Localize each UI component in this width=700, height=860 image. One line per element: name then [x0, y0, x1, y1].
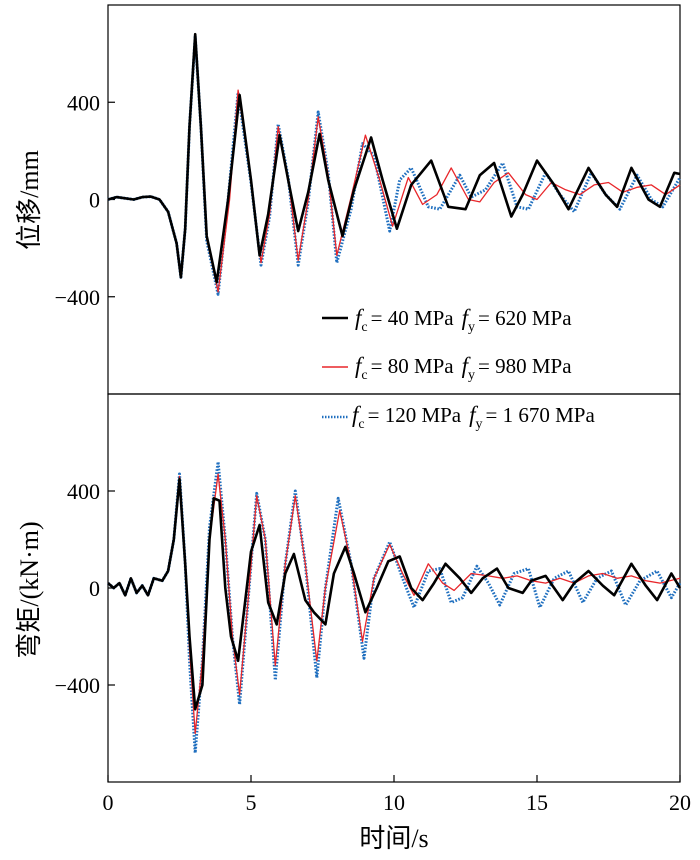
y-tick-label-moment: 400 [67, 479, 100, 504]
x-ticks: 0 5 10 15 20 [103, 775, 691, 815]
x-axis-label: 时间/s [359, 824, 428, 853]
series-line-moment-3 [107, 460, 682, 755]
legend-item-2: fc = 80 MPa fy = 980 MPa [322, 353, 572, 383]
legend-2-val1: = 80 MPa [371, 354, 455, 378]
x-tick-label: 0 [103, 790, 114, 815]
legend-item-3: fc = 120 MPa fy = 1 670 MPa [322, 402, 595, 432]
series-line-moment-1 [107, 477, 682, 711]
legend-2-f1: f [355, 353, 365, 378]
legend-1-f1: f [355, 305, 365, 330]
legend-3-sub2: y [476, 417, 483, 432]
y-tick-label-moment: −400 [55, 673, 100, 698]
legend-3-f2: f [469, 402, 479, 427]
legend-1-sub1: c [361, 320, 367, 335]
legend-item-1: fc = 40 MPa fy = 620 MPa [322, 305, 572, 335]
y-tick-label-displacement: −400 [55, 285, 100, 310]
legend-2-sub2: y [468, 368, 475, 383]
x-tick-label: 20 [669, 790, 691, 815]
legend-1-f2: f [462, 305, 472, 330]
series-displacement [107, 32, 682, 296]
legend-1-sub2: y [468, 320, 475, 335]
y-tick-label-moment: 0 [89, 576, 100, 601]
x-tick-label: 15 [526, 790, 548, 815]
legend: fc = 40 MPa fy = 620 MPa fc = 80 MPa fy = 980 … [322, 305, 595, 432]
y-tick-label-displacement: 0 [89, 188, 100, 213]
y-tick-label-displacement: 400 [67, 90, 100, 115]
y-ticks-displacement: 400 0 −400 [55, 90, 115, 310]
legend-2-val2: = 980 MPa [478, 354, 572, 378]
y-axis-label-moment: 弯矩/(kN·m) [15, 521, 44, 658]
legend-3-val1: = 120 MPa [368, 403, 462, 427]
series-line-displacement-1 [107, 32, 681, 284]
y-axis-label-displacement: 位移/mm [15, 150, 44, 250]
y-ticks-moment: 400 0 −400 [55, 479, 115, 698]
legend-1-val2: = 620 MPa [478, 306, 572, 330]
legend-1-val1: = 40 MPa [371, 306, 455, 330]
legend-3-f1: f [352, 402, 362, 427]
legend-3-sub1: c [358, 417, 364, 432]
legend-3-val2: = 1 670 MPa [486, 403, 596, 427]
x-tick-label: 10 [383, 790, 405, 815]
series-moment [107, 460, 682, 755]
legend-2-sub1: c [361, 368, 367, 383]
legend-2-f2: f [462, 353, 472, 378]
x-tick-label: 5 [246, 790, 257, 815]
